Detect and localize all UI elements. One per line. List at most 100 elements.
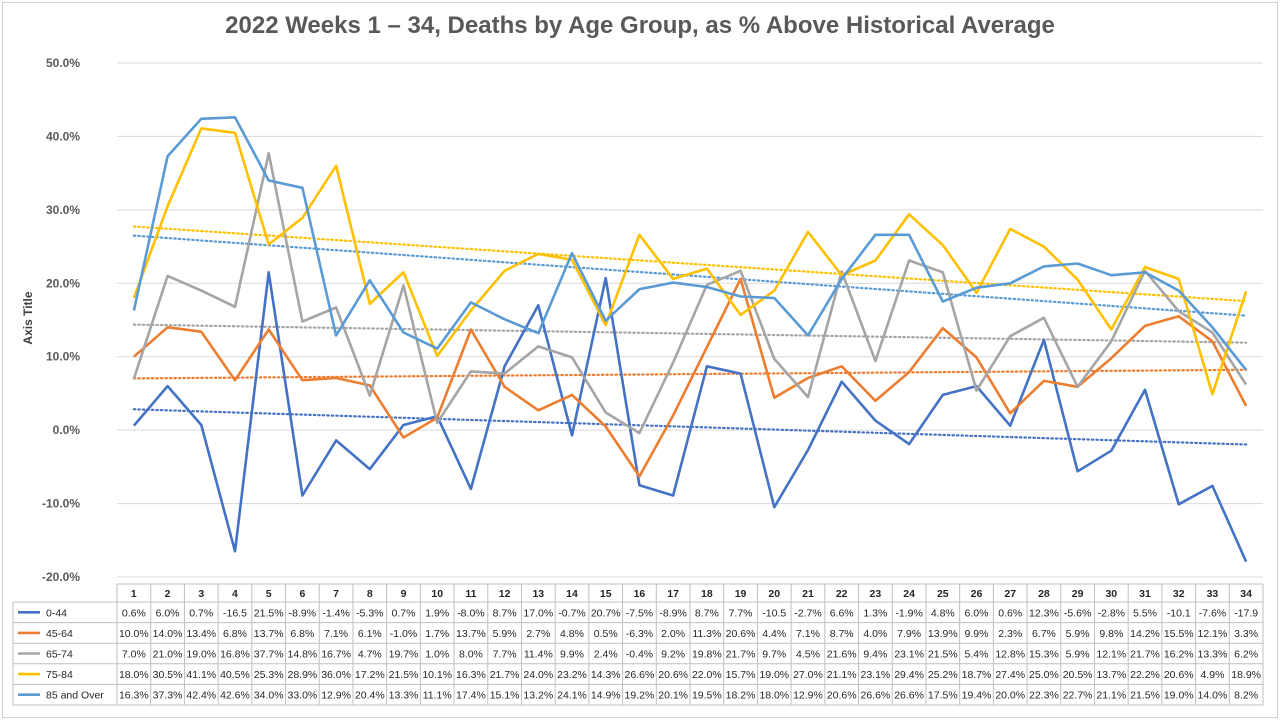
table-value-cell: 1.3%: [863, 607, 887, 619]
table-value-cell: 7.0%: [122, 649, 146, 661]
table-header-cell: 14: [566, 588, 578, 600]
table-value-cell: 14.0%: [1198, 690, 1228, 702]
table-value-cell: 25.3%: [254, 669, 284, 681]
table-header-cell: 5: [266, 588, 272, 600]
table-value-cell: -1.9%: [895, 607, 922, 619]
table-value-cell: 9.9%: [560, 649, 584, 661]
table-value-cell: 37.7%: [254, 649, 284, 661]
table-value-cell: 17.0%: [523, 607, 553, 619]
table-value-cell: 8.0%: [459, 649, 483, 661]
table-value-cell: 7.1%: [324, 628, 348, 640]
table-value-cell: 18.9%: [1231, 669, 1261, 681]
table-value-cell: 12.9%: [321, 690, 351, 702]
table-value-cell: 6.1%: [358, 628, 382, 640]
table-value-cell: 16.8%: [220, 649, 250, 661]
table-value-cell: 11.1%: [423, 690, 452, 702]
table-value-cell: -6.3%: [626, 628, 653, 640]
table-value-cell: -2.8%: [1098, 607, 1125, 619]
table-header-cell: 32: [1173, 588, 1185, 600]
table-header-cell: 33: [1207, 588, 1219, 600]
table-value-cell: 2.3%: [998, 628, 1022, 640]
y-tick-label: -20.0%: [42, 570, 80, 584]
table-header-cell: 3: [198, 588, 204, 600]
table-value-cell: 19.7%: [389, 649, 419, 661]
table-value-cell: -10.1: [1167, 607, 1191, 619]
table-value-cell: 28.9%: [287, 669, 317, 681]
table-value-cell: 12.8%: [995, 649, 1025, 661]
table-header-cell: 10: [431, 588, 443, 600]
table-value-cell: 6.0%: [965, 607, 989, 619]
table-value-cell: 5.4%: [965, 649, 989, 661]
table-value-cell: 14.2%: [1130, 628, 1160, 640]
table-header-cell: 12: [499, 588, 511, 600]
table-value-cell: 5.9%: [1066, 649, 1090, 661]
table-value-cell: 21.1%: [827, 669, 857, 681]
table-value-cell: -1.0%: [390, 628, 417, 640]
table-value-cell: 19.8%: [692, 649, 722, 661]
table-value-cell: 17.4%: [456, 690, 486, 702]
table-value-cell: 10.0%: [119, 628, 149, 640]
table-value-cell: 13.7%: [254, 628, 284, 640]
table-header-cell: 22: [836, 588, 848, 600]
table-value-cell: -8.0%: [457, 607, 484, 619]
table-value-cell: 24.1%: [557, 690, 587, 702]
table-value-cell: 13.3%: [389, 690, 419, 702]
table-header-cell: 23: [870, 588, 882, 600]
table-value-cell: 19.0%: [759, 669, 789, 681]
table-value-cell: 18.0%: [119, 669, 149, 681]
table-header-cell: 15: [600, 588, 612, 600]
table-header-cell: 13: [532, 588, 544, 600]
table-value-cell: 14.9%: [591, 690, 621, 702]
y-tick-label: -10.0%: [42, 497, 80, 511]
table-value-cell: 27.0%: [793, 669, 823, 681]
table-value-cell: -1.4%: [322, 607, 349, 619]
table-value-cell: 13.2%: [523, 690, 553, 702]
table-value-cell: 15.1%: [490, 690, 520, 702]
table-value-cell: 16.3%: [119, 690, 149, 702]
table-value-cell: 7.7%: [729, 607, 753, 619]
table-value-cell: -5.3%: [356, 607, 383, 619]
table-value-cell: 41.1%: [186, 669, 216, 681]
table-value-cell: 19.2%: [625, 690, 655, 702]
table-value-cell: 8.2%: [1234, 690, 1258, 702]
table-header-cell: 28: [1038, 588, 1050, 600]
table-value-cell: 10.1%: [422, 669, 452, 681]
table-value-cell: 19.0%: [186, 649, 216, 661]
table-header-cell: 16: [634, 588, 646, 600]
table-value-cell: 29.4%: [894, 669, 924, 681]
table-value-cell: 15.5%: [1164, 628, 1194, 640]
table-value-cell: 11.3%: [692, 628, 721, 640]
y-tick-label: 20.0%: [46, 276, 80, 290]
table-value-cell: 19.5%: [692, 690, 722, 702]
table-value-cell: -16.5: [223, 607, 247, 619]
table-value-cell: 18.0%: [759, 690, 789, 702]
table-header-cell: 31: [1139, 588, 1151, 600]
table-value-cell: 17.2%: [355, 669, 385, 681]
table-header-cell: 26: [971, 588, 983, 600]
table-value-cell: 6.8%: [223, 628, 247, 640]
table-value-cell: 40.5%: [220, 669, 250, 681]
table-value-cell: 3.3%: [1234, 628, 1258, 640]
table-header-cell: 30: [1105, 588, 1117, 600]
legend-entry: 75-84: [46, 669, 73, 681]
table-value-cell: 20.5%: [1063, 669, 1093, 681]
table-value-cell: -8.9%: [289, 607, 316, 619]
y-tick-label: 50.0%: [46, 56, 80, 70]
table-value-cell: 4.7%: [358, 649, 382, 661]
y-tick-label: 0.0%: [53, 423, 81, 437]
table-value-cell: 0.6%: [122, 607, 146, 619]
series-line: [132, 116, 1248, 371]
legend-entry: 85 and Over: [46, 690, 104, 702]
trendline: [132, 225, 1248, 303]
table-value-cell: 33.0%: [287, 690, 317, 702]
table-header-cell: 19: [735, 588, 747, 600]
table-value-cell: 26.6%: [860, 690, 890, 702]
table-value-cell: 8.7%: [830, 628, 854, 640]
table-value-cell: 22.7%: [1063, 690, 1093, 702]
table-value-cell: 6.2%: [1234, 649, 1258, 661]
table-value-cell: -7.6%: [1199, 607, 1226, 619]
table-header-cell: 9: [401, 588, 407, 600]
table-value-cell: 25.2%: [928, 669, 958, 681]
y-tick-label: 40.0%: [46, 129, 80, 143]
